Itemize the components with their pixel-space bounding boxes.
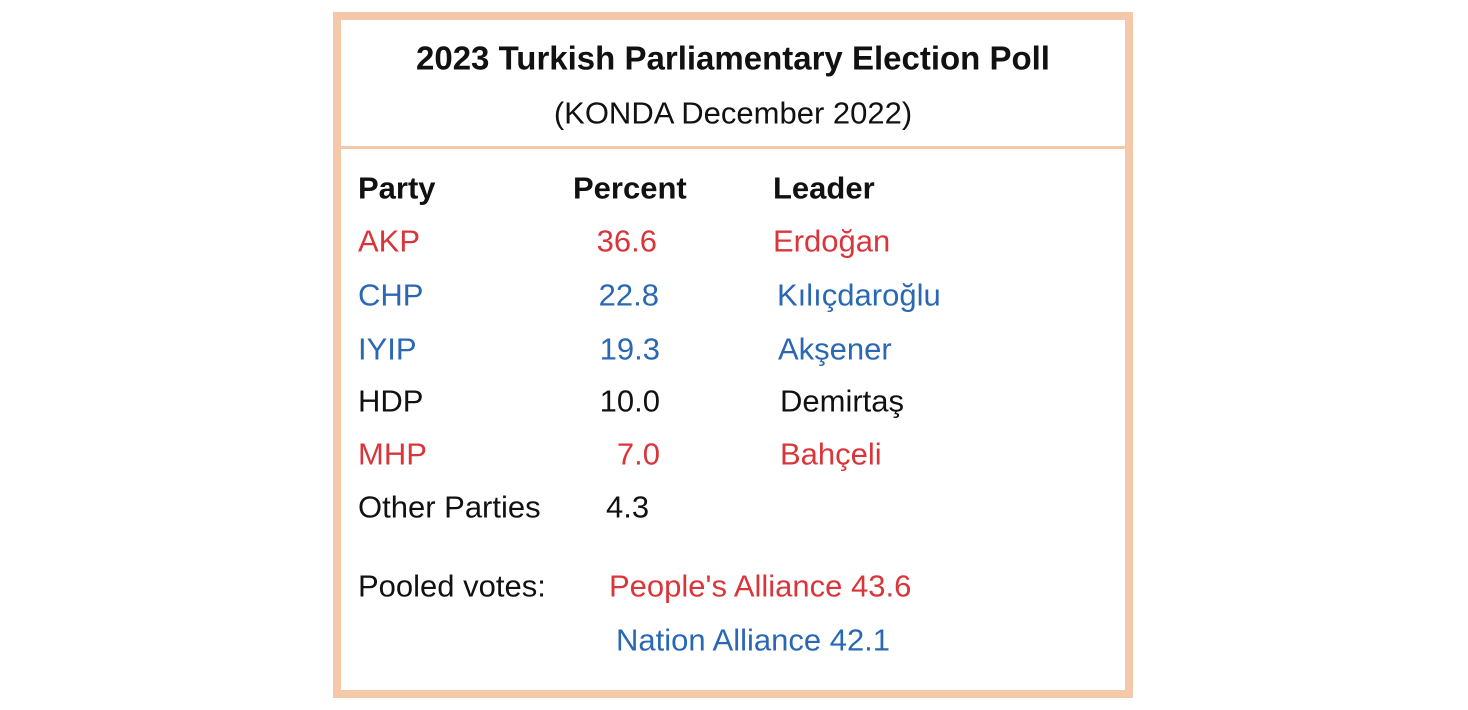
party: Other Parties [358,489,541,525]
leader: Bahçeli [780,436,882,472]
percent: 10.0 [599,383,660,419]
column-header: Leader [773,170,875,206]
alliance-name: People's Alliance [609,568,843,604]
percent: 4.3 [606,489,650,525]
alliance: People's Alliance 43.6 [609,571,911,602]
percent: 19.3 [599,331,660,367]
percent: 7.0 [616,436,660,472]
party: HDP [358,383,424,419]
column-header: Party [358,170,436,206]
poll-card: 2023 Turkish Parliamentary Election Poll… [333,12,1133,698]
percent: 36.6 [596,223,657,259]
leader: Akşener [778,331,892,367]
leader: Erdoğan [773,223,891,259]
alliance-percent: 42.1 [829,622,891,658]
column-header: Percent [573,170,687,206]
party: IYIP [358,331,417,367]
party: AKP [358,223,421,259]
percent: 22.8 [598,277,659,313]
alliance: Nation Alliance 42.1 [616,625,890,656]
alliance-name: Nation Alliance [616,622,822,658]
party: MHP [358,436,427,472]
separator [341,146,1125,149]
leader: Kılıçdaroğlu [777,277,941,313]
subtitle: (KONDA December 2022) [553,95,913,131]
leader: Demirtaş [780,383,905,419]
pooled-label: Pooled votes: [358,568,546,604]
title: 2023 Turkish Parliamentary Election Poll [416,39,1050,77]
party: CHP [358,277,424,313]
alliance-percent: 43.6 [851,568,912,604]
